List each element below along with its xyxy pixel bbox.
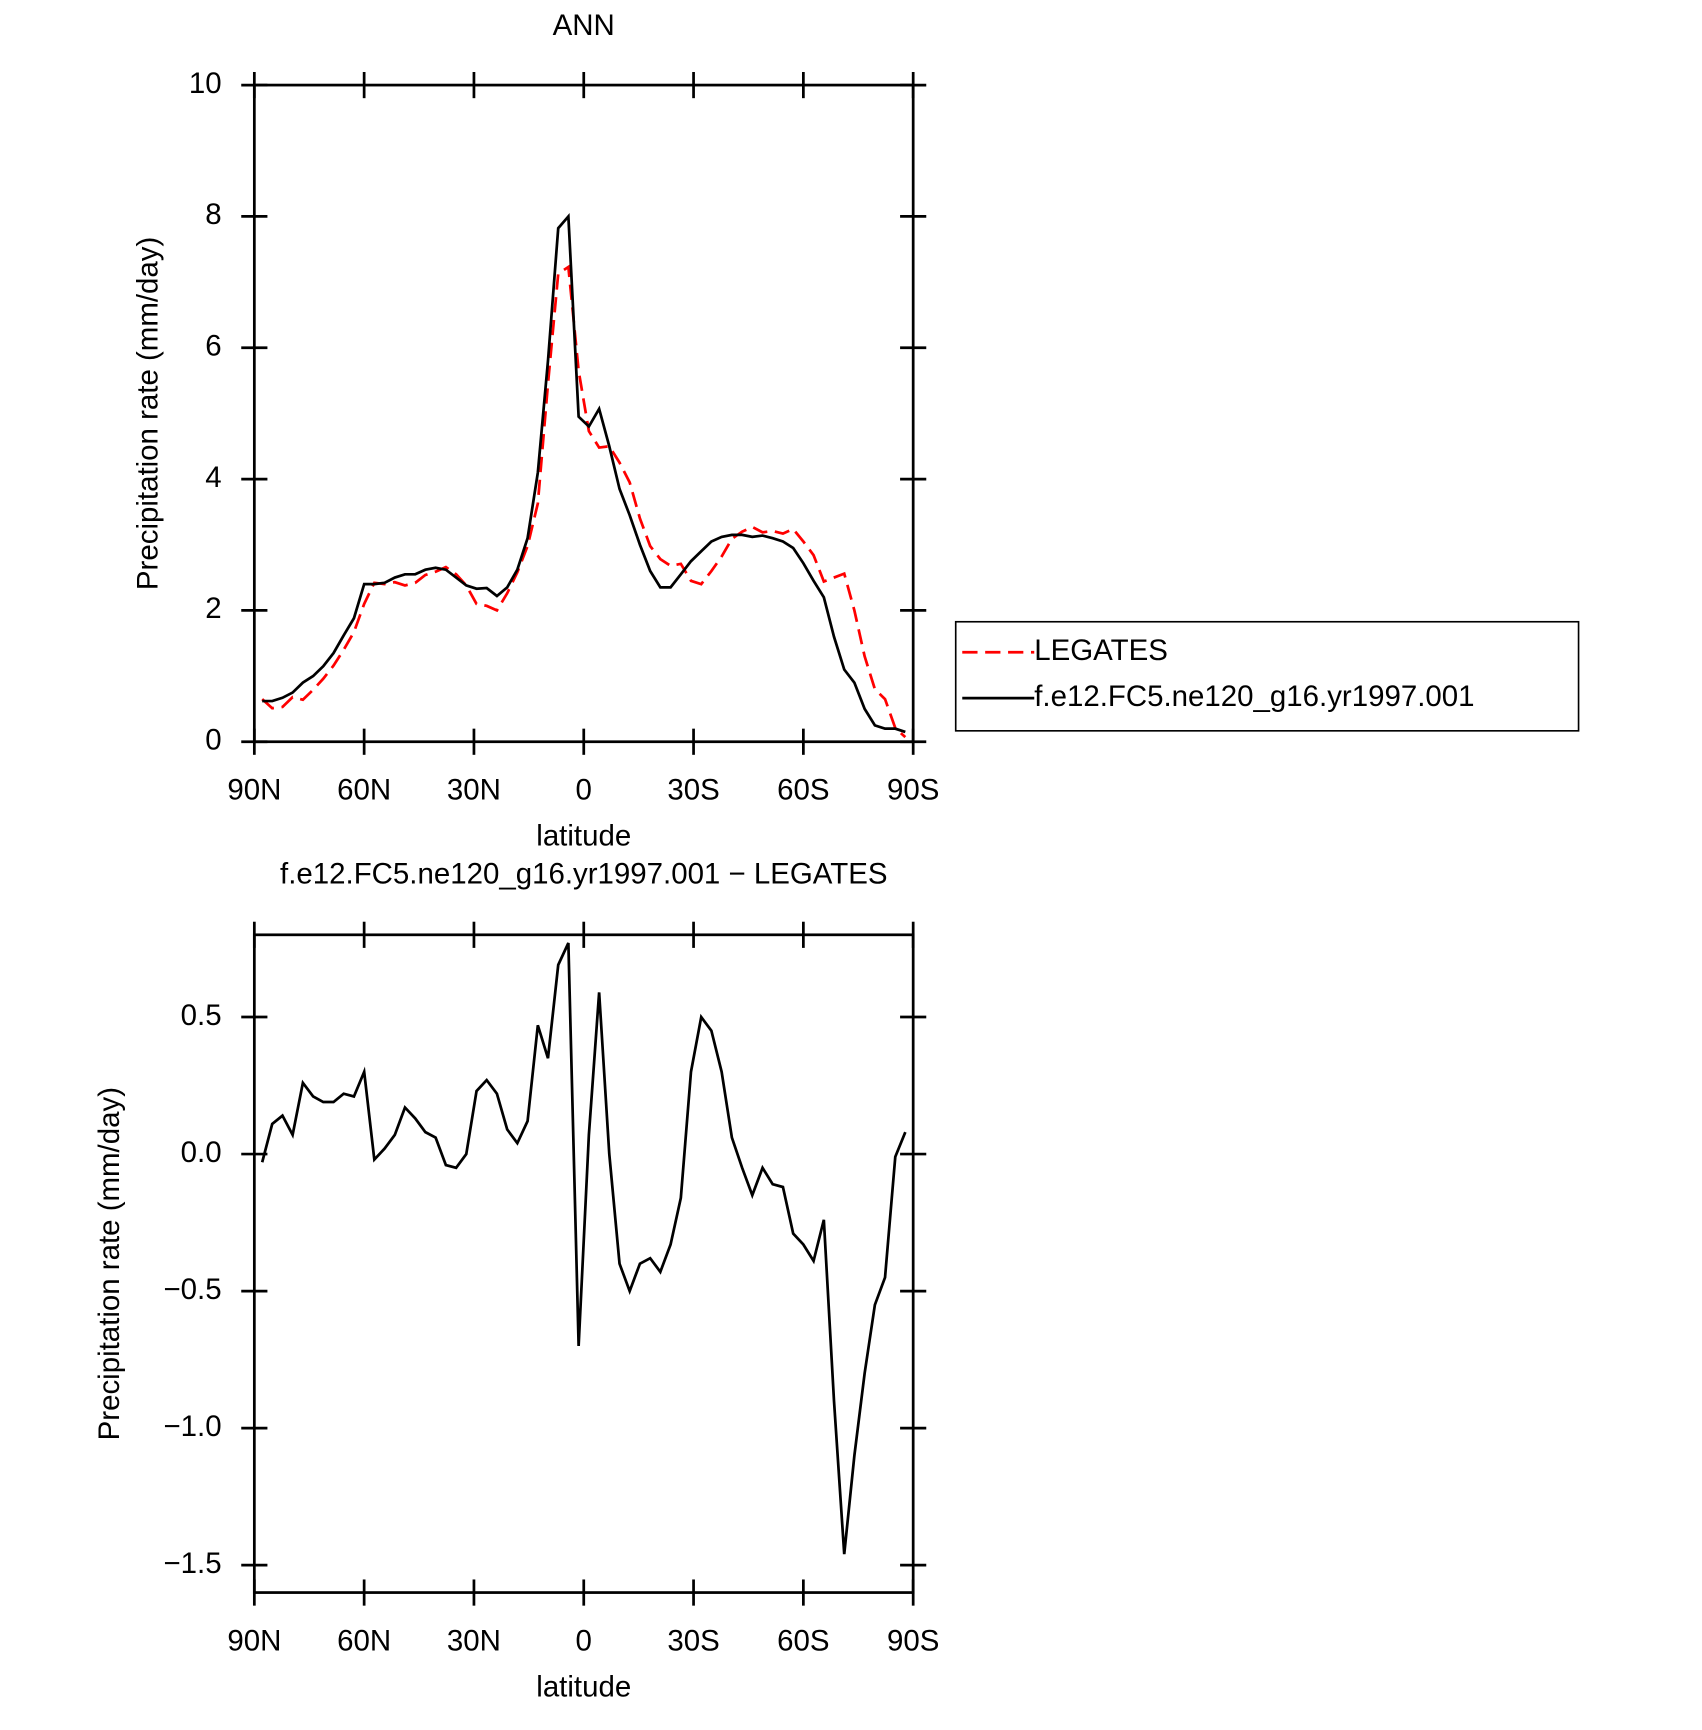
y-axis-label: Precipitation rate (mm/day) [131, 237, 164, 590]
y-tick-label: 4 [205, 461, 221, 494]
legend-box [954, 620, 1580, 732]
y-tick-label: 0.0 [181, 1136, 222, 1169]
chart-title: ANN [553, 9, 615, 42]
x-tick-label: 0 [576, 774, 592, 807]
x-tick-label: 90N [227, 1625, 281, 1658]
x-tick-label: 30N [447, 1625, 501, 1658]
x-tick-label: 60S [777, 1625, 829, 1658]
x-tick-label: 90N [227, 774, 281, 807]
x-tick-label: 60S [777, 774, 829, 807]
x-axis-label: latitude [536, 1670, 631, 1703]
y-tick-label: −1.0 [163, 1410, 221, 1443]
x-tick-label: 30S [667, 774, 719, 807]
x-tick-label: 30S [667, 1625, 719, 1658]
x-tick-label: 60N [337, 774, 391, 807]
data-line [260, 942, 907, 1555]
x-tick-label: 90S [887, 1625, 939, 1658]
data-line [262, 212, 906, 734]
y-tick-label: 6 [205, 330, 221, 363]
y-tick-label: 0.5 [181, 999, 222, 1032]
y-tick-label: 0 [205, 724, 221, 757]
data-line [261, 264, 907, 739]
x-tick-label: 90S [887, 774, 939, 807]
chart-title: f.e12.FC5.ne120_g16.yr1997.001 − LEGATES [280, 858, 887, 891]
x-tick-label: 30N [447, 774, 501, 807]
legend-label: LEGATES [1034, 634, 1168, 667]
y-tick-label: −1.5 [163, 1547, 221, 1580]
y-tick-label: 10 [189, 67, 222, 100]
x-axis-label: latitude [536, 820, 631, 853]
x-tick-label: 0 [576, 1625, 592, 1658]
y-tick-label: 8 [205, 198, 221, 231]
y-tick-label: 2 [205, 592, 221, 625]
y-axis-label: Precipitation rate (mm/day) [93, 1087, 126, 1440]
legend-label: f.e12.FC5.ne120_g16.yr1997.001 [1034, 680, 1474, 713]
y-tick-label: −0.5 [163, 1273, 221, 1306]
x-tick-label: 60N [337, 1625, 391, 1658]
